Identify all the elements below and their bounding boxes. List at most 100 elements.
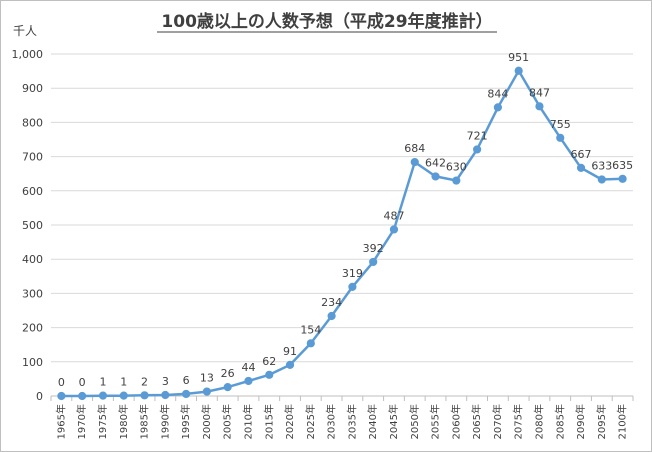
x-tick-label: 2050年 bbox=[408, 404, 421, 439]
data-point bbox=[98, 391, 108, 400]
data-label: 2 bbox=[141, 375, 148, 388]
data-point bbox=[306, 339, 315, 348]
data-label: 26 bbox=[221, 367, 235, 380]
data-label: 0 bbox=[58, 376, 65, 389]
data-label: 684 bbox=[404, 142, 425, 155]
data-point bbox=[452, 176, 461, 185]
data-point bbox=[140, 391, 149, 400]
y-tick-label: 400 bbox=[22, 253, 43, 266]
data-label: 234 bbox=[321, 296, 342, 309]
x-tick-label: 2100年 bbox=[616, 404, 629, 439]
data-point bbox=[202, 387, 211, 396]
data-label: 6 bbox=[183, 374, 190, 387]
data-point bbox=[161, 390, 170, 400]
data-point bbox=[514, 66, 523, 75]
x-tick-label: 2045年 bbox=[387, 404, 400, 439]
x-tick-label: 2035年 bbox=[345, 404, 358, 439]
data-label: 630 bbox=[446, 161, 467, 174]
data-label: 487 bbox=[383, 209, 404, 222]
x-tick-label: 2095年 bbox=[595, 404, 608, 439]
data-point bbox=[119, 391, 128, 400]
y-tick-label: 0 bbox=[36, 390, 43, 403]
x-tick-label: 1965年 bbox=[54, 404, 67, 439]
x-tick-label: 2075年 bbox=[512, 404, 525, 439]
y-tick-label: 1,000 bbox=[12, 48, 44, 61]
x-tick-label: 2085年 bbox=[553, 404, 566, 439]
y-tick-label: 900 bbox=[22, 82, 43, 95]
data-label: 755 bbox=[550, 118, 571, 131]
y-tick-label: 300 bbox=[22, 287, 43, 300]
y-tick-label: 500 bbox=[22, 219, 43, 232]
data-point bbox=[265, 370, 274, 379]
data-point bbox=[493, 103, 502, 112]
data-point bbox=[285, 360, 295, 369]
data-label: 0 bbox=[79, 376, 86, 389]
data-label: 847 bbox=[529, 86, 550, 99]
x-tick-label: 2015年 bbox=[262, 404, 275, 439]
data-label: 844 bbox=[487, 87, 508, 100]
x-tick-label: 2070年 bbox=[491, 404, 504, 439]
y-tick-label: 100 bbox=[22, 356, 43, 369]
chart-title: 100歳以上の人数予想（平成29年度推計） bbox=[161, 11, 492, 32]
data-point bbox=[369, 257, 378, 267]
data-point bbox=[389, 225, 399, 234]
y-tick-label: 800 bbox=[22, 116, 43, 129]
x-tick-label: 2055年 bbox=[429, 404, 442, 439]
y-tick-label: 600 bbox=[22, 185, 43, 198]
y-tick-label: 700 bbox=[22, 151, 43, 164]
data-point bbox=[576, 163, 586, 172]
data-point bbox=[556, 133, 565, 142]
data-label: 1 bbox=[120, 376, 127, 389]
series-line bbox=[61, 69, 623, 398]
data-point bbox=[57, 391, 66, 401]
data-label: 91 bbox=[283, 345, 297, 358]
x-tick-label: 2040年 bbox=[366, 404, 379, 439]
data-point bbox=[348, 282, 357, 292]
x-tick-label: 2010年 bbox=[241, 404, 254, 439]
x-tick-label: 2065年 bbox=[470, 404, 483, 439]
data-label: 44 bbox=[241, 361, 255, 374]
data-point bbox=[223, 383, 232, 392]
x-tick-label: 1990年 bbox=[158, 404, 171, 439]
data-point bbox=[597, 175, 606, 184]
y-axis-unit: 千人 bbox=[13, 24, 37, 38]
data-label: 1 bbox=[99, 376, 106, 389]
data-point bbox=[535, 102, 544, 111]
data-point bbox=[78, 391, 87, 401]
x-tick-label: 1975年 bbox=[96, 404, 109, 439]
data-label: 951 bbox=[508, 51, 529, 64]
data-label: 3 bbox=[162, 375, 169, 388]
data-label: 392 bbox=[363, 242, 384, 255]
data-label: 721 bbox=[467, 129, 488, 142]
data-point bbox=[410, 157, 419, 167]
x-tick-label: 2025年 bbox=[304, 404, 317, 439]
x-tick-label: 2020年 bbox=[283, 404, 296, 439]
data-label: 154 bbox=[300, 323, 321, 336]
data-label: 319 bbox=[342, 267, 363, 280]
x-tick-label: 1970年 bbox=[75, 404, 88, 439]
data-label: 635 bbox=[612, 159, 633, 172]
data-point bbox=[244, 376, 253, 386]
x-tick-label: 2030年 bbox=[325, 404, 338, 439]
x-tick-label: 2060年 bbox=[449, 404, 462, 439]
data-point bbox=[431, 172, 440, 181]
data-label: 62 bbox=[262, 355, 276, 368]
x-tick-label: 2005年 bbox=[221, 404, 234, 439]
x-tick-label: 2080年 bbox=[532, 404, 545, 439]
data-point bbox=[182, 389, 191, 399]
data-label: 642 bbox=[425, 156, 446, 169]
x-tick-label: 2000年 bbox=[200, 404, 213, 439]
x-tick-label: 1980年 bbox=[117, 404, 130, 439]
x-tick-label: 1985年 bbox=[138, 404, 151, 439]
data-label: 13 bbox=[200, 372, 214, 385]
x-tick-label: 1995年 bbox=[179, 404, 192, 439]
y-tick-label: 200 bbox=[22, 322, 43, 335]
data-point bbox=[327, 311, 336, 321]
data-label: 667 bbox=[571, 148, 592, 161]
data-point bbox=[473, 145, 482, 154]
x-tick-label: 2090年 bbox=[574, 404, 587, 439]
data-point bbox=[618, 174, 627, 183]
data-label: 633 bbox=[591, 160, 612, 173]
